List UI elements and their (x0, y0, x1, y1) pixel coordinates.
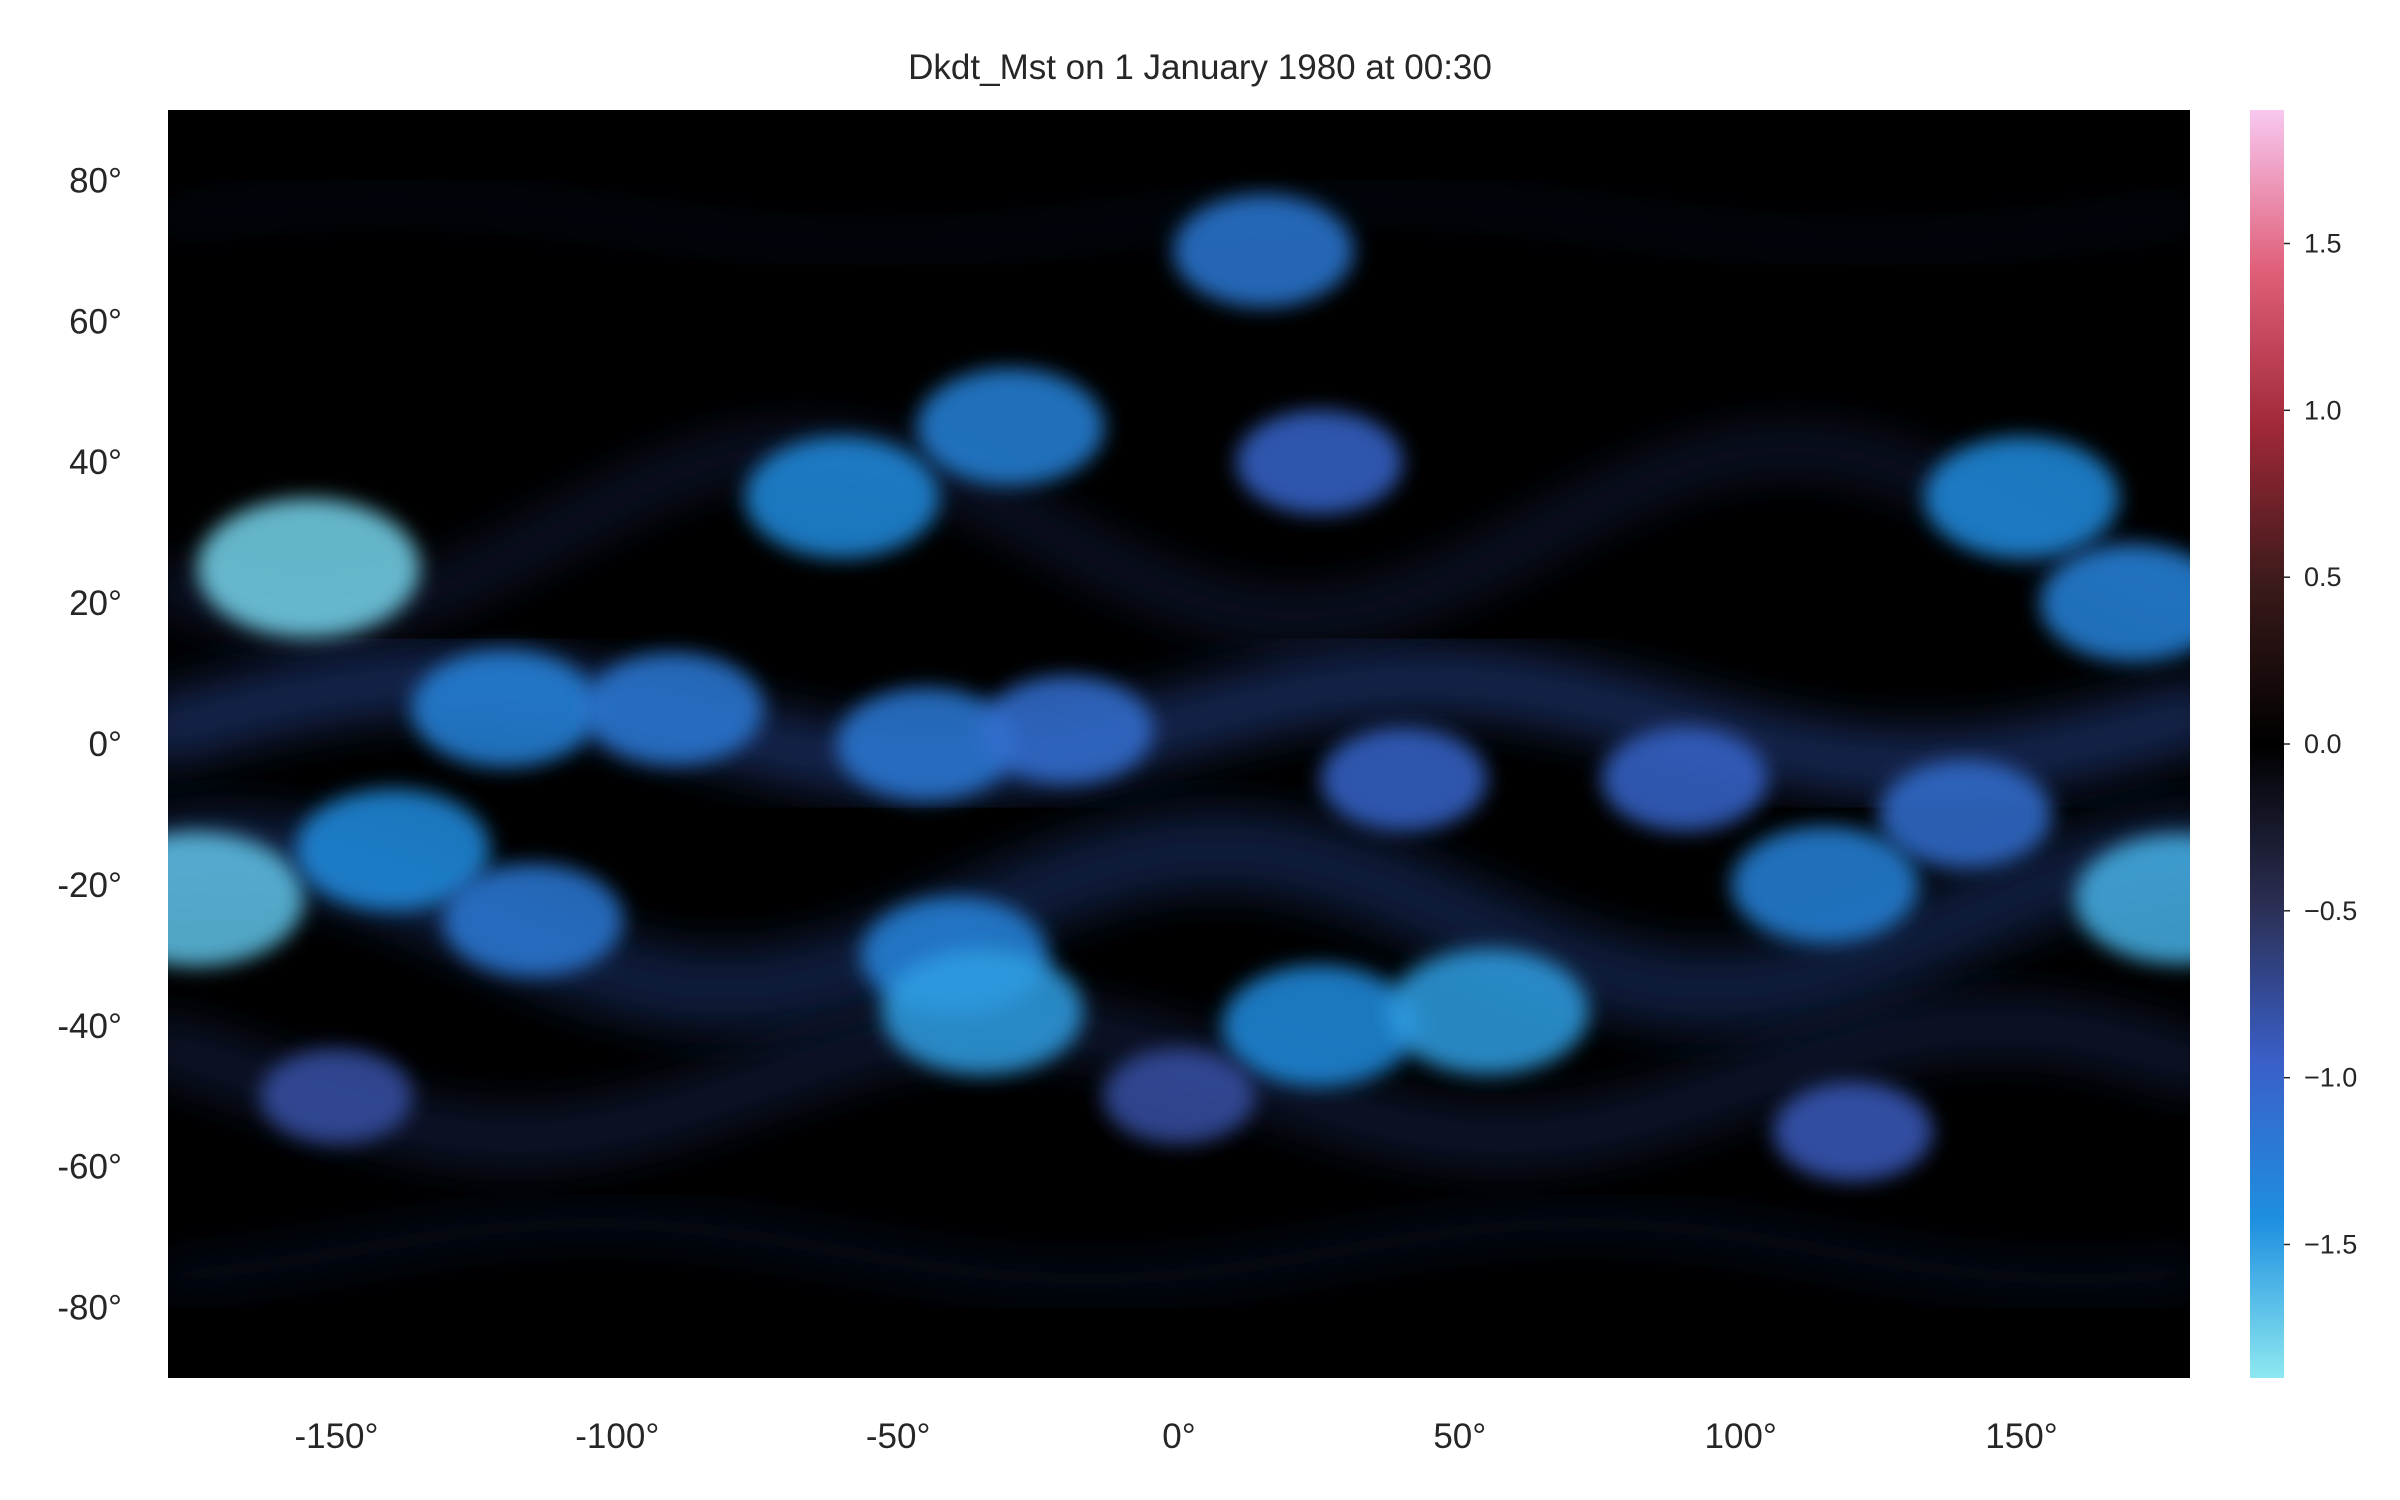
data-point (1924, 436, 2119, 559)
x-tick-label: -150° (294, 1417, 378, 1456)
data-point (168, 831, 304, 967)
data-point (1387, 948, 1589, 1075)
data-point (260, 1048, 413, 1144)
data-point (1601, 727, 1768, 832)
data-point (1878, 760, 2052, 869)
data-point (916, 368, 1105, 486)
colorbar-tick-label: 1.0 (2304, 395, 2342, 425)
data-point (1236, 410, 1403, 515)
colorbar-tick-label: 0.0 (2304, 729, 2342, 759)
y-tick-label: 0° (89, 725, 122, 764)
x-axis: -150° -100° -50° 0° 50° 100° 150° (294, 1417, 2057, 1456)
data-point (1173, 194, 1354, 308)
y-tick-label: -40° (57, 1007, 122, 1046)
y-tick-label: -20° (57, 866, 122, 905)
data-point (2040, 544, 2190, 662)
y-tick-label: 60° (69, 302, 122, 341)
x-tick-label: 0° (1162, 1417, 1195, 1456)
data-point (2074, 833, 2190, 965)
colorbar-tick-label: 1.5 (2304, 229, 2342, 259)
data-point (1222, 965, 1417, 1087)
data-point (979, 675, 1154, 785)
data-point (1320, 727, 1487, 832)
data-point (411, 650, 599, 768)
colorbar-tick-label: −0.5 (2304, 896, 2357, 926)
data-point (442, 863, 624, 977)
data-point (836, 687, 1017, 801)
colorbar-ticks: 1.5 1.0 0.5 0.0 −0.5 −1.0 −1.5 (2284, 229, 2357, 1260)
data-point (1773, 1081, 1933, 1182)
cloud-band (168, 191, 2190, 254)
data-point (295, 788, 491, 911)
y-tick-label: -80° (57, 1289, 122, 1328)
colorbar (2250, 110, 2284, 1378)
x-tick-label: 100° (1704, 1417, 1776, 1456)
cloud-band (168, 423, 2190, 643)
y-tick-label: -60° (57, 1148, 122, 1187)
y-tick-label: 80° (69, 161, 122, 200)
x-tick-label: 50° (1433, 1417, 1486, 1456)
chart-title: Dkdt_Mst on 1 January 1980 at 00:30 (908, 48, 1492, 87)
data-point (197, 498, 420, 638)
x-tick-label: 150° (1985, 1417, 2057, 1456)
data-point (1731, 826, 1919, 944)
y-axis: 80° 60° 40° 20° 0° -20° -40° -60° -80° (57, 161, 122, 1327)
x-tick-label: -50° (866, 1417, 931, 1456)
data-point (583, 652, 764, 766)
data-point (744, 436, 940, 559)
y-tick-label: 20° (69, 584, 122, 623)
cloud-band (168, 1208, 2190, 1295)
data-point (881, 948, 1084, 1075)
colorbar-tick-label: −1.5 (2304, 1230, 2357, 1260)
data-point (1102, 1048, 1256, 1144)
colorbar-tick-label: 0.5 (2304, 562, 2342, 592)
x-tick-label: -100° (575, 1417, 659, 1456)
data-features (168, 194, 2190, 1182)
y-tick-label: 40° (69, 443, 122, 482)
colorbar-tick-label: −1.0 (2304, 1063, 2357, 1093)
